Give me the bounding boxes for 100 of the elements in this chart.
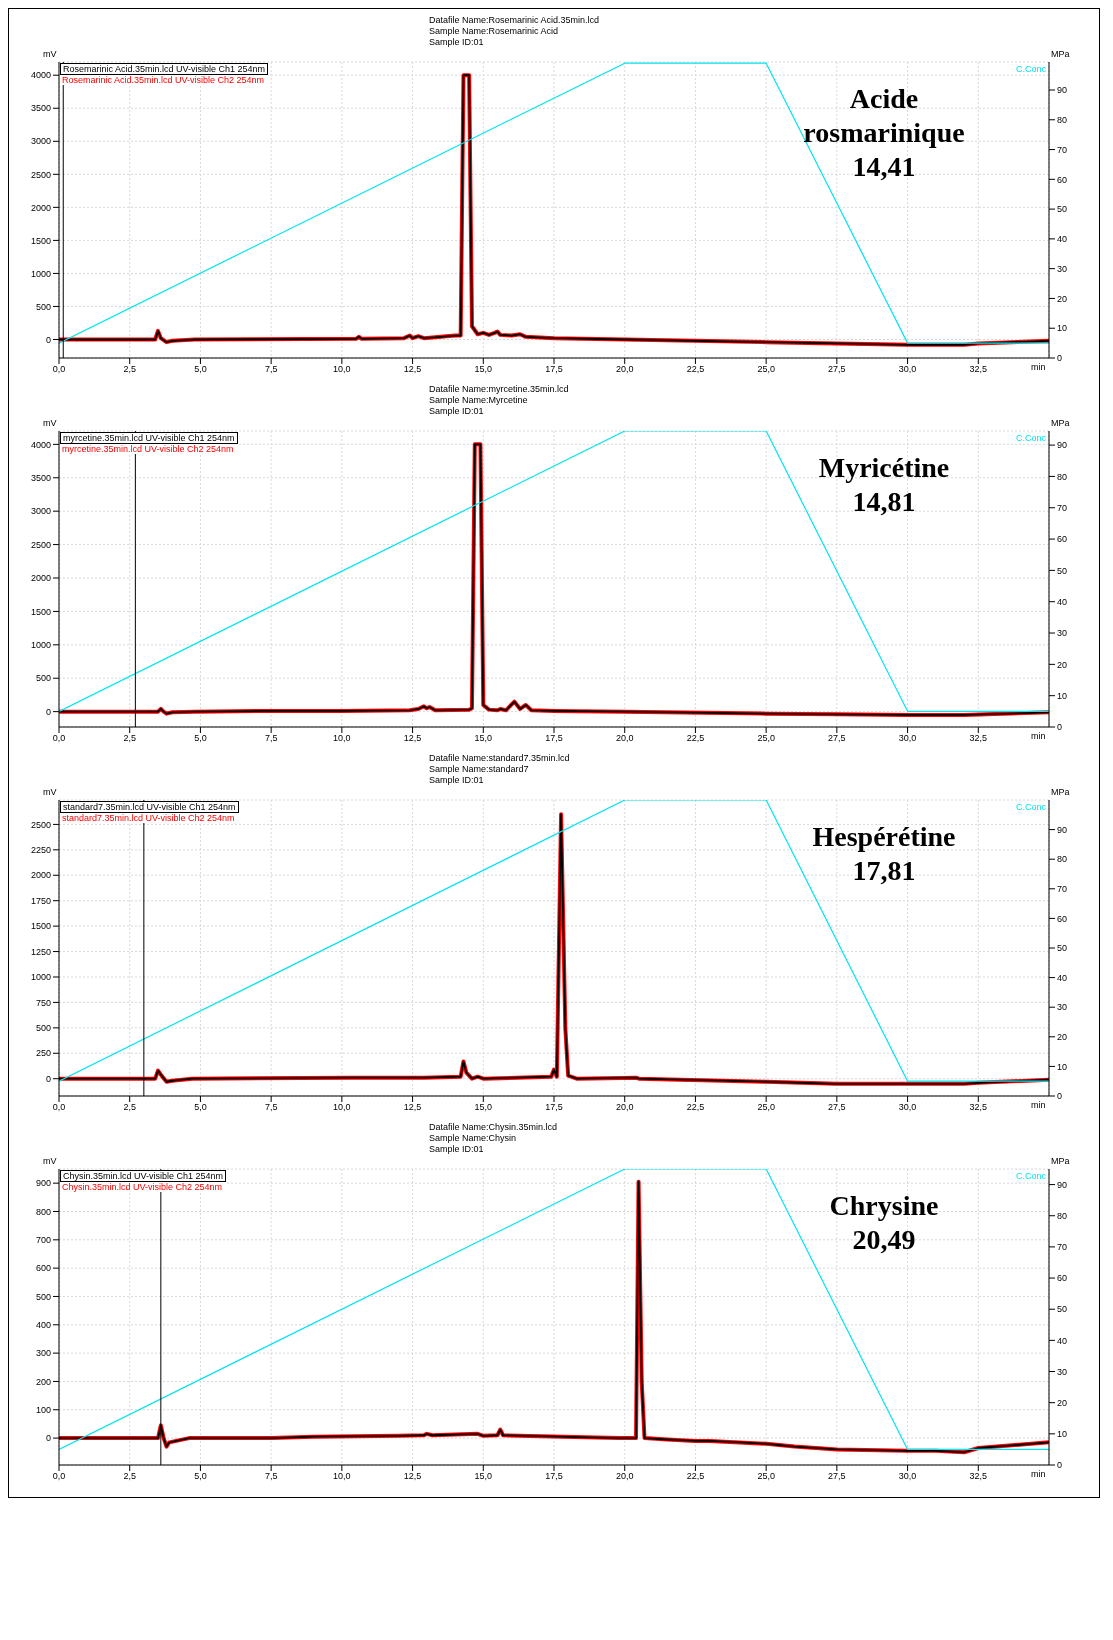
y-tick-label: 1750	[30, 895, 51, 906]
y-tick-label: 500	[35, 301, 51, 312]
y-axis-title: mV	[43, 1156, 57, 1166]
x-tick-label: 15,0	[474, 733, 493, 744]
x-tick-label: 7,5	[264, 364, 278, 375]
x-tick-label: 32,5	[969, 364, 988, 375]
x-tick-label: 0,0	[52, 733, 66, 744]
annotation: Myricétine 14,81	[817, 451, 951, 519]
chart-subtitle: Sample Name:Rosemarinic Acid Sample ID:01	[429, 26, 560, 48]
y2-tick-label: 40	[1057, 1335, 1068, 1346]
x-tick-label: 7,5	[264, 1471, 278, 1482]
y2-axis-title: MPa	[1051, 787, 1070, 797]
y-tick-label: 2500	[30, 819, 51, 830]
x-tick-label: 20,0	[615, 1102, 634, 1113]
y2-tick-label: 80	[1057, 114, 1068, 125]
text: C.Conc	[1015, 433, 1046, 443]
y2-tick-label: 10	[1057, 1061, 1068, 1072]
x-tick-label: 10,0	[333, 364, 351, 375]
x-tick-label: 32,5	[969, 1102, 988, 1113]
x-axis-title: min	[1031, 731, 1046, 741]
y2-tick-label: 80	[1057, 854, 1068, 865]
x-tick-label: 27,5	[828, 364, 846, 375]
x-tick-label: 12,5	[403, 1102, 422, 1113]
x-tick-label: 10,0	[333, 1471, 351, 1482]
annotation: Hespérétine 17,81	[811, 820, 957, 888]
x-axis-title: min	[1031, 362, 1046, 372]
text: Chysin.35min.lcd UV-visible Ch2 254nm	[61, 1182, 224, 1192]
x-tick-label: 2,5	[123, 364, 136, 375]
text: Chysin.35min.lcd UV-visible Ch1 254nm	[60, 1170, 227, 1182]
y-tick-label: 500	[35, 1023, 51, 1034]
chart-subtitle: Sample Name:Chysin Sample ID:01	[429, 1133, 518, 1155]
text: standard7.35min.lcd UV-visible Ch1 254nm	[60, 801, 239, 813]
y2-tick-label: 10	[1057, 323, 1068, 334]
x-tick-label: 17,5	[545, 364, 563, 375]
x-tick-label: 30,0	[898, 1471, 917, 1482]
y2-tick-label: 60	[1057, 534, 1068, 545]
y2-tick-label: 80	[1057, 471, 1068, 482]
y2-tick-label: 30	[1057, 1366, 1068, 1377]
y-tick-label: 0	[45, 706, 51, 717]
x-tick-label: 12,5	[403, 364, 422, 375]
y-tick-label: 3500	[30, 103, 51, 114]
text: myrcetine.35min.lcd UV-visible Ch1 254nm	[60, 432, 238, 444]
x-tick-label: 15,0	[474, 1471, 493, 1482]
x-tick-label: 5,0	[194, 364, 207, 375]
x-tick-label: 30,0	[898, 1102, 917, 1113]
y2-tick-label: 70	[1057, 883, 1068, 894]
y2-tick-label: 30	[1057, 628, 1068, 639]
x-tick-label: 17,5	[545, 733, 563, 744]
x-tick-label: 32,5	[969, 733, 988, 744]
x-tick-label: 22,5	[686, 364, 705, 375]
y-tick-label: 1250	[30, 946, 51, 957]
x-tick-label: 27,5	[828, 1102, 846, 1113]
y-tick-label: 900	[35, 1178, 51, 1189]
x-axis-title: min	[1031, 1469, 1046, 1479]
y-tick-label: 500	[35, 673, 51, 684]
y-tick-label: 2500	[30, 169, 51, 180]
y2-tick-label: 60	[1057, 174, 1068, 185]
y2-tick-label: 90	[1057, 440, 1068, 451]
y2-tick-label: 20	[1057, 659, 1068, 670]
y2-tick-label: 70	[1057, 502, 1068, 513]
y2-tick-label: 20	[1057, 293, 1068, 304]
x-tick-label: 15,0	[474, 364, 493, 375]
y-tick-label: 750	[35, 997, 51, 1008]
x-tick-label: 0,0	[52, 364, 66, 375]
y-tick-label: 4000	[30, 70, 51, 81]
chart-title: Datafile Name:Rosemarinic Acid.35min.lcd	[429, 15, 601, 26]
text: standard7.35min.lcd UV-visible Ch2 254nm	[61, 813, 236, 823]
x-tick-label: 25,0	[757, 364, 775, 375]
y-tick-label: 0	[45, 1073, 51, 1084]
x-tick-label: 20,0	[615, 1471, 634, 1482]
y2-tick-label: 10	[1057, 1429, 1068, 1440]
y2-tick-label: 70	[1057, 144, 1068, 155]
y-tick-label: 2000	[30, 870, 51, 881]
y-tick-label: 1000	[30, 268, 51, 279]
x-tick-label: 30,0	[898, 733, 917, 744]
y2-tick-label: 0	[1057, 722, 1063, 733]
y-tick-label: 700	[35, 1235, 51, 1246]
x-tick-label: 10,0	[333, 1102, 351, 1113]
y-tick-label: 0	[45, 334, 51, 345]
y-tick-label: 250	[35, 1048, 51, 1059]
y-tick-label: 4000	[30, 439, 51, 450]
x-tick-label: 2,5	[123, 733, 136, 744]
x-tick-label: 7,5	[264, 733, 278, 744]
y-tick-label: 3000	[30, 136, 51, 147]
y-tick-label: 800	[35, 1206, 51, 1217]
y-tick-label: 3500	[30, 472, 51, 483]
y2-tick-label: 0	[1057, 353, 1063, 364]
x-tick-label: 25,0	[757, 1102, 775, 1113]
y2-tick-label: 0	[1057, 1460, 1063, 1471]
chart-title: Datafile Name:myrcetine.35min.lcd	[429, 384, 570, 395]
y2-tick-label: 70	[1057, 1242, 1068, 1253]
y-tick-label: 0	[45, 1433, 51, 1444]
y-tick-label: 600	[35, 1263, 51, 1274]
y-tick-label: 1500	[30, 235, 51, 246]
chart-title: Datafile Name:Chysin.35min.lcd	[429, 1122, 559, 1133]
chart-subtitle: Sample Name:Myrcetine Sample ID:01	[429, 395, 529, 417]
x-tick-label: 25,0	[757, 1471, 775, 1482]
y2-tick-label: 50	[1057, 943, 1068, 954]
annotation: Acide rosmarinique 14,41	[802, 82, 966, 184]
x-tick-label: 20,0	[615, 733, 634, 744]
